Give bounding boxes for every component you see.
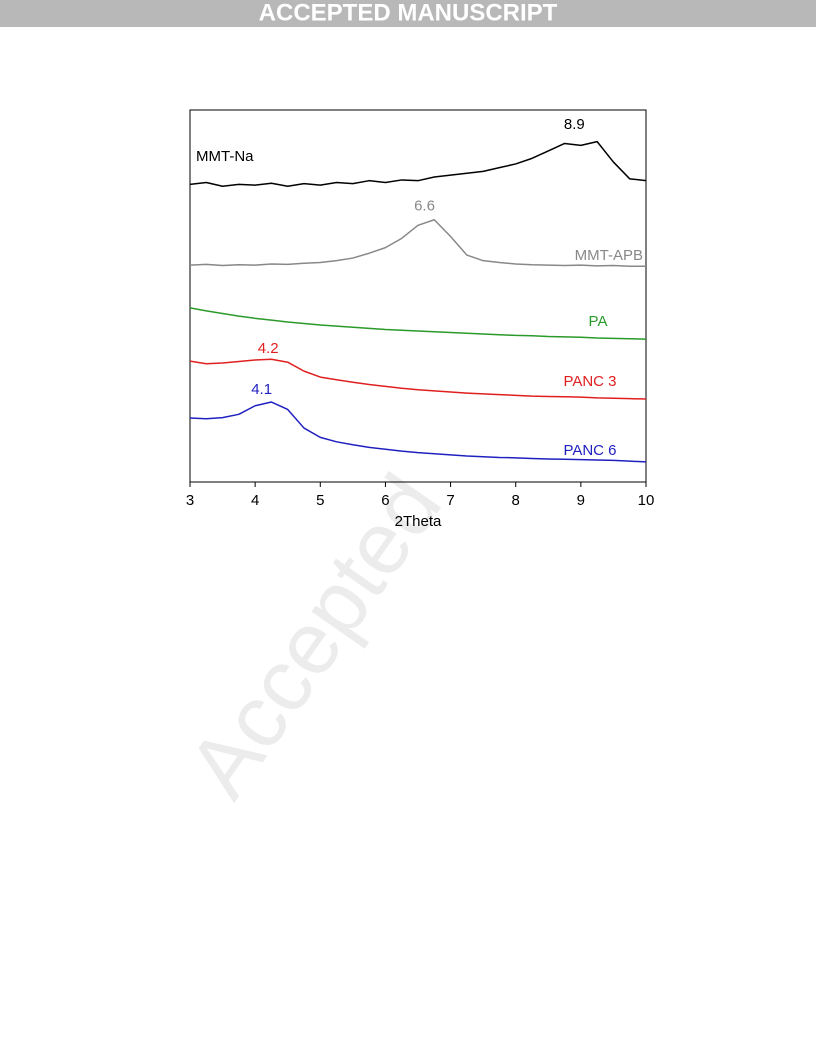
series-label: MMT-Na bbox=[196, 148, 254, 165]
series-line bbox=[189, 140, 647, 188]
series-label: PANC 3 bbox=[563, 373, 616, 390]
watermark: Accepted bbox=[169, 457, 461, 814]
series-label: MMT-APB bbox=[575, 247, 643, 264]
header-band bbox=[0, 0, 816, 27]
x-tick-label: 10 bbox=[638, 492, 655, 509]
x-tick-label: 5 bbox=[316, 492, 324, 509]
peak-annotation: 8.9 bbox=[564, 116, 585, 133]
x-tick-label: 7 bbox=[446, 492, 454, 509]
peak-annotation: 4.1 bbox=[251, 381, 272, 398]
x-tick-label: 4 bbox=[251, 492, 259, 509]
peak-annotation: 6.6 bbox=[414, 198, 435, 215]
series-label: PA bbox=[589, 313, 608, 330]
series-label: PANC 6 bbox=[563, 442, 616, 459]
peak-annotation: 4.2 bbox=[258, 340, 279, 357]
x-tick-label: 6 bbox=[381, 492, 389, 509]
plot-frame bbox=[189, 109, 647, 483]
series-line bbox=[189, 307, 647, 340]
x-tick-label: 9 bbox=[577, 492, 585, 509]
x-axis-label: 2Theta bbox=[395, 513, 442, 530]
series-line bbox=[189, 358, 647, 400]
series-line bbox=[189, 401, 647, 463]
x-tick-label: 8 bbox=[512, 492, 520, 509]
header: ACCEPTED MANUSCRIPT bbox=[259, 0, 558, 26]
series-line bbox=[189, 218, 646, 267]
x-tick-label: 3 bbox=[186, 492, 194, 509]
